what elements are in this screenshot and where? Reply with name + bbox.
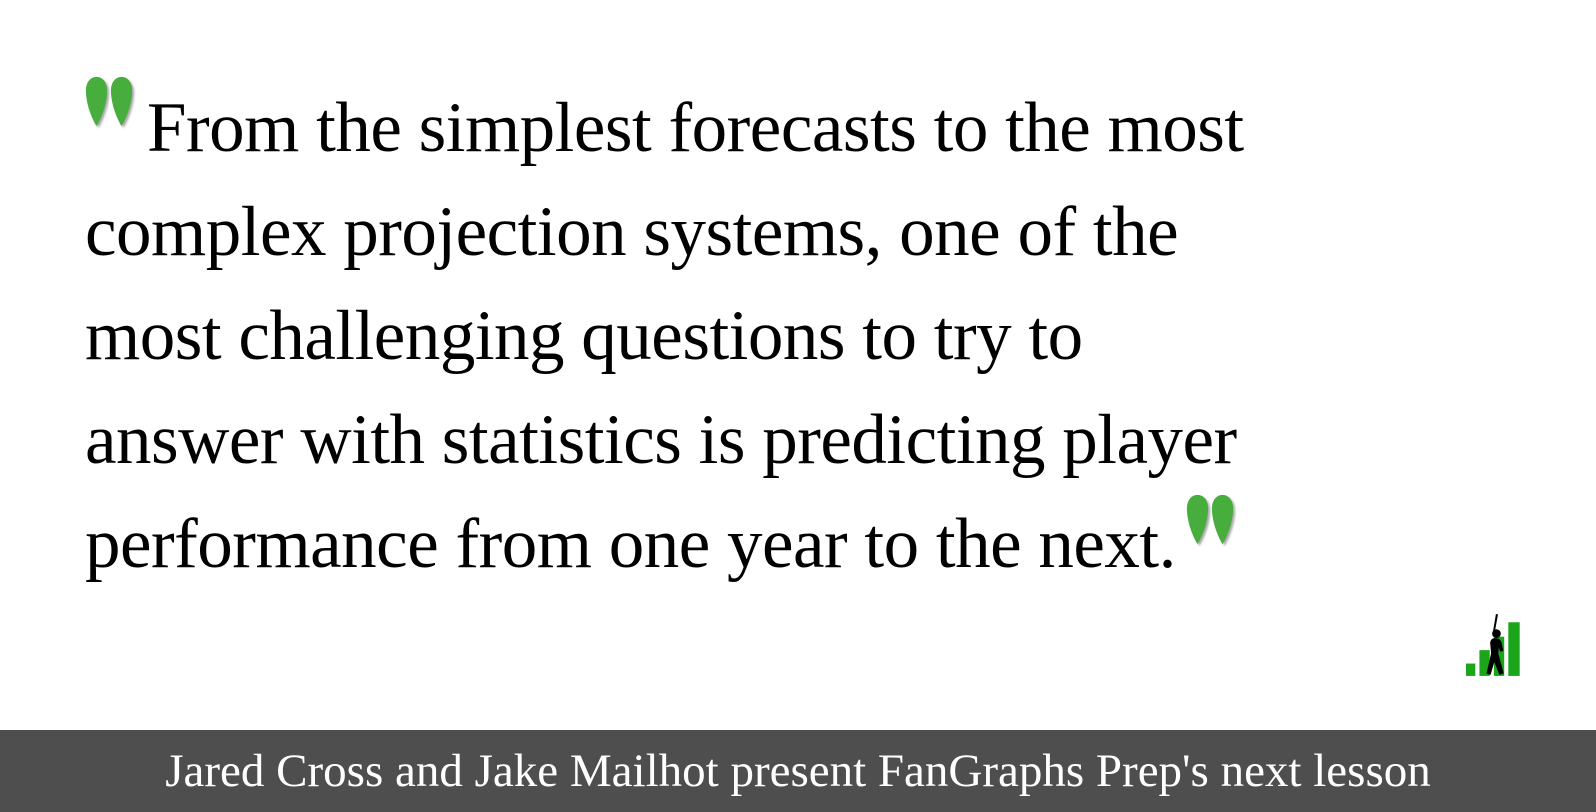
fangraphs-logo-icon <box>1466 614 1520 676</box>
quote-line: performance from one year to the next. <box>85 492 1556 596</box>
quote-line-text: most challenging questions to try to <box>85 297 1083 375</box>
quote-line-text: complex projection systems, one of the <box>85 193 1179 271</box>
open-quote-icon <box>85 76 133 127</box>
caption-bar: Jared Cross and Jake Mailhot present Fan… <box>0 730 1596 812</box>
quote-line: From the simplest forecasts to the most <box>85 76 1556 180</box>
quote-line: answer with statistics is predicting pla… <box>85 388 1556 492</box>
quote-line: most challenging questions to try to <box>85 284 1556 388</box>
caption-text: Jared Cross and Jake Mailhot present Fan… <box>165 745 1431 797</box>
quote-block: From the simplest forecasts to the most … <box>85 76 1556 596</box>
quote-line-text: answer with statistics is predicting pla… <box>85 401 1237 479</box>
close-quote-icon <box>1186 494 1233 545</box>
batter-silhouette <box>1486 614 1504 675</box>
quote-line-text: performance from one year to the next. <box>85 505 1176 583</box>
quote-line-text: From the simplest forecasts to the most <box>147 89 1244 167</box>
quote-line: complex projection systems, one of the <box>85 180 1556 284</box>
